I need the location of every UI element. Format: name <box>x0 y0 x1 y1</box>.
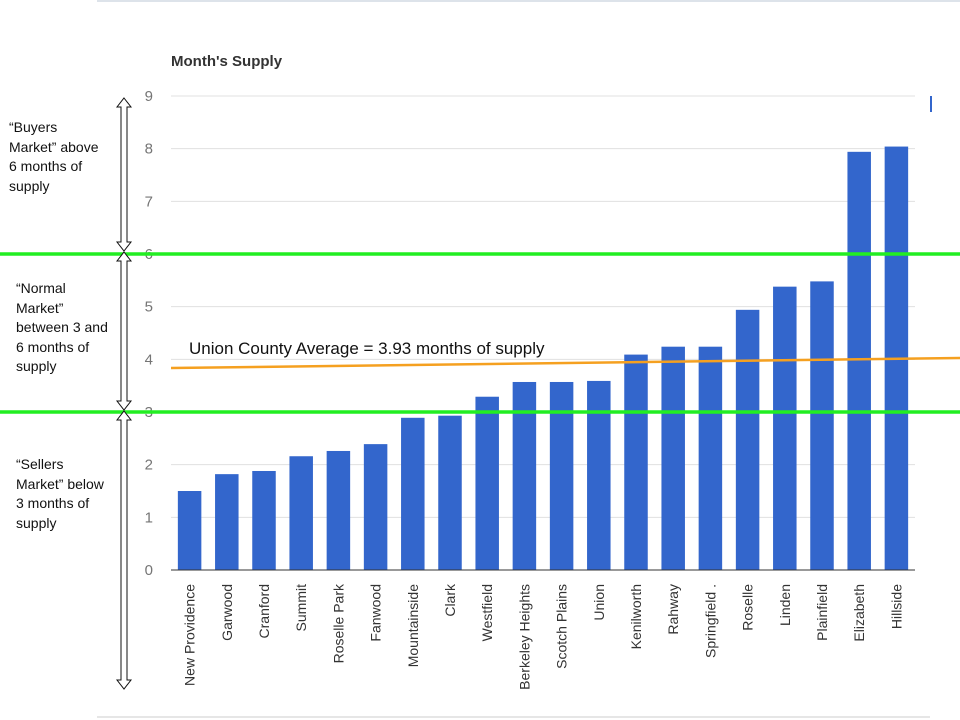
bar <box>363 444 388 570</box>
bar <box>735 309 760 570</box>
y-tick-label: 0 <box>145 562 153 579</box>
normal-market-label: “Normal Market” between 3 and 6 months o… <box>16 280 108 374</box>
range-arrow <box>115 97 133 252</box>
top-border <box>97 0 960 2</box>
sellers-market-label: “Sellers Market” below 3 months of suppl… <box>16 456 104 531</box>
chart-title: Month's Supply <box>171 53 283 70</box>
legend-marker <box>930 96 932 112</box>
range-arrow <box>115 410 133 690</box>
y-tick-label: 9 <box>145 88 153 105</box>
bar <box>438 415 462 570</box>
y-tick-label: 5 <box>145 299 153 316</box>
bar <box>587 380 611 570</box>
bar <box>475 396 499 570</box>
category-label: New Providence <box>182 584 198 686</box>
buyers-market-label: “Buyers Market” above 6 months of supply <box>9 119 99 194</box>
category-label: Cranford <box>256 584 272 638</box>
y-tick-label: 4 <box>145 351 153 368</box>
bar <box>512 381 537 570</box>
category-label: Roselle Park <box>330 583 346 663</box>
y-axis-ticks: 0123456789 <box>145 88 153 579</box>
bar <box>252 470 276 570</box>
category-label: Hillside <box>888 584 904 629</box>
bar <box>215 474 239 570</box>
y-tick-label: 7 <box>145 193 153 210</box>
bar <box>661 346 685 570</box>
bars <box>177 146 909 570</box>
bar <box>773 286 797 570</box>
bar <box>624 354 648 570</box>
category-label: Kenilworth <box>628 584 644 649</box>
bar <box>401 417 425 570</box>
category-label: Plainfield <box>814 584 830 641</box>
category-label: Elizabeth <box>851 584 867 642</box>
bar <box>289 456 313 570</box>
y-tick-label: 2 <box>145 457 153 474</box>
range-arrow <box>115 251 133 411</box>
average-label: Union County Average = 3.93 months of su… <box>189 339 545 358</box>
bar <box>698 346 723 570</box>
range-arrows <box>115 97 133 690</box>
category-label: Garwood <box>219 584 235 641</box>
bar <box>810 281 834 570</box>
category-label: Berkeley Heights <box>516 584 532 690</box>
category-label: Springfield . <box>702 584 718 658</box>
category-label: Scotch Plains <box>554 584 570 669</box>
category-label: Rahway <box>665 584 681 635</box>
category-label: Union <box>591 584 607 621</box>
category-label: Linden <box>777 584 793 626</box>
average-line <box>170 356 960 370</box>
y-tick-label: 1 <box>145 509 153 526</box>
bar <box>847 151 871 570</box>
category-label: Summit <box>293 584 309 632</box>
bar <box>549 381 574 570</box>
y-tick-label: 8 <box>145 141 153 158</box>
category-label: Westfield <box>479 584 495 641</box>
category-label: Fanwood <box>368 584 384 642</box>
bar <box>177 491 202 570</box>
category-label: Roselle <box>740 584 756 631</box>
grid-lines <box>171 95 915 518</box>
category-label: Mountainside <box>405 584 421 667</box>
reference-lines <box>0 252 960 414</box>
category-label: Clark <box>442 583 458 617</box>
category-labels: New Providence Garwood Cranford Summit Rosel… <box>182 583 905 690</box>
bar <box>326 450 351 570</box>
